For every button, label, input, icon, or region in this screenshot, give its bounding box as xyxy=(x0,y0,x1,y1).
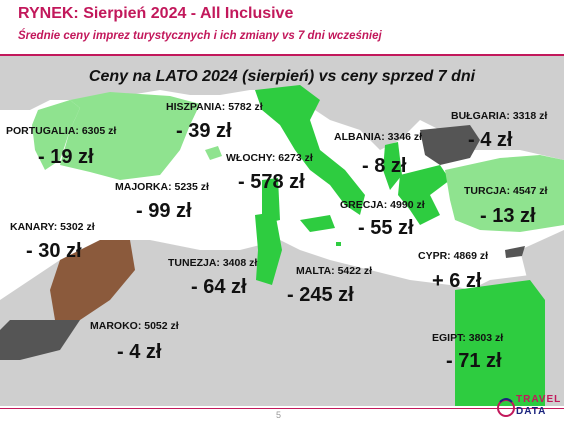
cyprus-shape xyxy=(505,246,525,258)
portugal-shape xyxy=(32,100,80,170)
country-change-grecja: - 55 zł xyxy=(358,217,414,239)
country-change-cypr: + 6 zł xyxy=(432,270,482,292)
logo-text-travel: TRAVEL xyxy=(516,394,562,405)
country-label-grecja: GRECJA: 4990 zł xyxy=(340,199,425,211)
header-divider xyxy=(0,54,564,56)
europe-land xyxy=(0,56,564,160)
tunisia-shape xyxy=(255,212,282,285)
country-change-turcja: - 13 zł xyxy=(480,205,536,227)
logo-globe-icon xyxy=(497,398,515,417)
country-label-albania: ALBANIA: 3346 zł xyxy=(334,131,423,143)
albania-shape xyxy=(383,142,402,190)
country-change-tunezja: - 64 zł xyxy=(191,276,247,298)
country-label-portugalia: PORTUGALIA: 6305 zł xyxy=(6,125,117,137)
country-change-wlochy: - 578 zł xyxy=(238,171,305,193)
sicily-shape xyxy=(300,215,335,232)
country-change-malta: - 245 zł xyxy=(287,284,354,306)
malta-shape xyxy=(336,242,341,246)
majorca-shape xyxy=(205,146,222,160)
egypt-shape xyxy=(455,280,545,406)
country-label-bulgaria: BUŁGARIA: 3318 zł xyxy=(451,110,548,122)
country-label-hiszpania: HISZPANIA: 5782 zł xyxy=(166,101,263,113)
country-change-hiszpania: - 39 zł xyxy=(176,120,232,142)
country-label-maroko: MAROKO: 5052 zł xyxy=(90,320,179,332)
africa-land xyxy=(0,240,564,406)
mediterranean-map xyxy=(0,56,564,406)
travel-data-logo: TRAVEL DATA xyxy=(496,394,562,421)
slide-title: RYNEK: Sierpień 2024 - All Inclusive xyxy=(18,5,294,22)
bulgaria-shape xyxy=(420,125,480,165)
footer-divider xyxy=(0,408,564,409)
country-change-kanary: - 30 zł xyxy=(26,240,82,262)
country-label-wlochy: WŁOCHY: 6273 zł xyxy=(226,152,313,164)
country-label-turcja: TURCJA: 4547 zł xyxy=(464,185,548,197)
spain-shape xyxy=(60,92,200,180)
country-change-majorka: - 99 zł xyxy=(136,200,192,222)
slide-subtitle: Średnie ceny imprez turystycznych i ich … xyxy=(18,30,382,42)
country-change-albania: - 8 zł xyxy=(362,155,407,177)
western-sahara-shape xyxy=(0,320,80,360)
country-change-maroko: - 4 zł xyxy=(117,341,162,363)
greece-shape xyxy=(398,165,450,225)
map-title: Ceny na LATO 2024 (sierpień) vs ceny spr… xyxy=(88,68,476,85)
country-change-bulgaria: - 4 zł xyxy=(468,129,513,151)
logo-text-data: DATA xyxy=(516,406,547,417)
sardinia-shape xyxy=(262,178,280,224)
italy-shape xyxy=(255,85,365,215)
country-label-kanary: KANARY: 5302 zł xyxy=(10,221,95,233)
country-label-malta: MALTA: 5422 zł xyxy=(296,265,373,277)
country-label-tunezja: TUNEZJA: 3408 zł xyxy=(168,257,258,269)
country-label-majorka: MAJORKA: 5235 zł xyxy=(115,181,209,193)
country-change-egipt: - 71 zł xyxy=(446,350,502,372)
country-label-cypr: CYPR: 4869 zł xyxy=(418,250,489,262)
country-label-egipt: EGIPT: 3803 zł xyxy=(432,332,504,344)
morocco-shape xyxy=(50,240,135,320)
slide-header: RYNEK: Sierpień 2024 - All Inclusive Śre… xyxy=(0,0,564,58)
country-change-portugalia: - 19 zł xyxy=(38,146,94,168)
turkey-shape xyxy=(445,155,564,232)
page-number: 5 xyxy=(276,410,282,420)
